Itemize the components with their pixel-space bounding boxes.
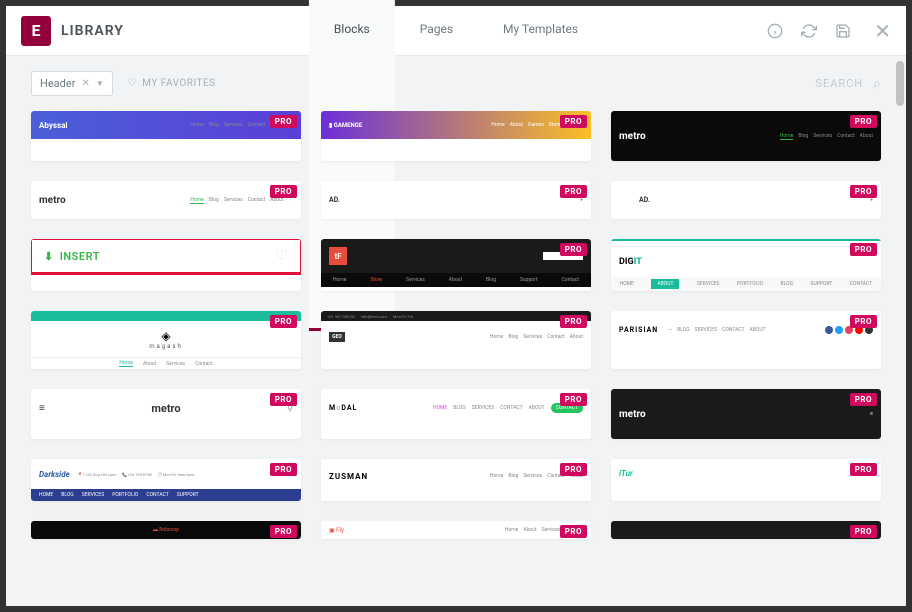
close-icon[interactable]: ✕ bbox=[874, 19, 891, 43]
pro-badge: PRO bbox=[850, 463, 877, 476]
template-card[interactable]: metroHomeBlogServicesContactAbout♡ PRO bbox=[31, 181, 301, 219]
pro-badge: PRO bbox=[270, 185, 297, 198]
template-card[interactable]: ◈magashHomeAboutServicesContact PRO bbox=[31, 311, 301, 369]
template-card[interactable]: Darkside📍1123 Dog Hill Lane📞+34 765 8756… bbox=[31, 459, 301, 501]
template-card[interactable]: ▣ FlyHomeAboutServicesContact PRO bbox=[321, 521, 591, 539]
template-card[interactable]: DIGITHOMEABOUTSERVICESPORTFOLIOBLOGSUPPO… bbox=[611, 239, 881, 291]
template-card[interactable]: PARISIAN—BLOGSERVICESCONTACTABOUT PRO bbox=[611, 311, 881, 369]
save-icon[interactable] bbox=[835, 23, 851, 39]
template-card[interactable]: AD.● PRO bbox=[611, 181, 881, 219]
filter-caret-icon: ▼ bbox=[96, 79, 104, 88]
templates-grid-wrap: AbyssalHomeBlogServicesContactAbout☰ PRO… bbox=[6, 111, 906, 606]
modal-header: E LIBRARY Blocks Pages My Templates ✕ bbox=[6, 6, 906, 56]
pro-badge: PRO bbox=[850, 315, 877, 328]
search-input[interactable] bbox=[743, 77, 863, 90]
header-actions: ✕ bbox=[767, 19, 891, 43]
scrollbar[interactable] bbox=[896, 61, 904, 106]
insert-button[interactable]: ⬇ INSERT bbox=[44, 250, 100, 263]
pro-badge: PRO bbox=[560, 525, 587, 538]
clear-filter-icon[interactable]: ✕ bbox=[81, 78, 89, 89]
download-icon: ⬇ bbox=[44, 250, 54, 263]
pro-badge: PRO bbox=[560, 393, 587, 406]
search-icon[interactable]: ⌕ bbox=[873, 76, 881, 92]
pro-badge: PRO bbox=[270, 463, 297, 476]
pro-badge: PRO bbox=[850, 393, 877, 406]
pro-badge: PRO bbox=[560, 115, 587, 128]
template-card-hover[interactable]: ⬇ INSERT ♡ bbox=[31, 239, 301, 291]
template-card[interactable]: ZUSMANHomeBlogServicesContactAbout PRO bbox=[321, 459, 591, 501]
pro-badge: PRO bbox=[560, 243, 587, 256]
filter-label: Header bbox=[40, 77, 75, 90]
category-filter[interactable]: Header ✕ ▼ bbox=[31, 71, 113, 96]
template-card[interactable]: AbyssalHomeBlogServicesContactAbout☰ PRO bbox=[31, 111, 301, 161]
library-modal: E LIBRARY Blocks Pages My Templates ✕ He… bbox=[6, 6, 906, 606]
template-card[interactable]: metro≡ PRO bbox=[611, 389, 881, 439]
pro-badge: PRO bbox=[850, 243, 877, 256]
pro-badge: PRO bbox=[270, 393, 297, 406]
template-card[interactable]: PRO bbox=[611, 521, 881, 539]
favorite-icon[interactable]: ♡ bbox=[275, 248, 288, 264]
template-card[interactable]: metroHomeBlogServicesContactAbout PRO bbox=[611, 111, 881, 161]
template-card[interactable]: AD.● PRO bbox=[321, 181, 591, 219]
pro-badge: PRO bbox=[560, 463, 587, 476]
pro-badge: PRO bbox=[270, 525, 297, 538]
pro-badge: PRO bbox=[560, 315, 587, 328]
pro-badge: PRO bbox=[560, 185, 587, 198]
heart-icon: ♡ bbox=[128, 78, 137, 89]
my-favorites-link[interactable]: ♡ MY FAVORITES bbox=[128, 78, 216, 89]
pro-badge: PRO bbox=[850, 525, 877, 538]
template-card[interactable]: ≡metro⚲ PRO bbox=[31, 389, 301, 439]
pro-badge: PRO bbox=[850, 185, 877, 198]
pro-badge: PRO bbox=[270, 115, 297, 128]
sync-icon[interactable] bbox=[801, 23, 817, 39]
pro-badge: PRO bbox=[850, 115, 877, 128]
import-icon[interactable] bbox=[767, 23, 783, 39]
modal-title: LIBRARY bbox=[61, 23, 124, 39]
template-card[interactable]: iTur PRO bbox=[611, 459, 881, 501]
template-card[interactable]: ▬ Robocop PRO bbox=[31, 521, 301, 539]
search-box: ⌕ bbox=[743, 76, 881, 92]
template-card[interactable]: M○DALHOMEBLOGSERVICESCONTACTABOUTCONTACT… bbox=[321, 389, 591, 439]
pro-badge: PRO bbox=[270, 315, 297, 328]
template-card[interactable]: tFHomeStoreServicesAboutBlogSupportConta… bbox=[321, 239, 591, 291]
elementor-logo: E bbox=[21, 16, 51, 46]
template-card[interactable]: +01 987 000 00info@test.comMon-Fri 9-6GE… bbox=[321, 311, 591, 369]
template-card[interactable]: ▮ GAMENGEHomeAboutGamesStoreContact PRO bbox=[321, 111, 591, 161]
